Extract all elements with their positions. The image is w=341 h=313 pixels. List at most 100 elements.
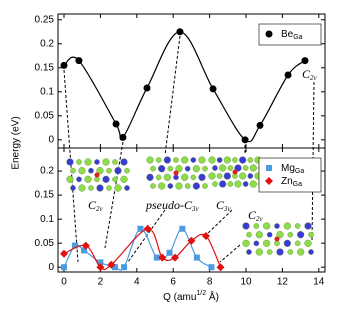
point xyxy=(121,264,128,271)
point xyxy=(81,241,90,250)
symmetry-text: C xyxy=(248,208,257,222)
legend-subscript: Ga xyxy=(295,168,304,175)
atom xyxy=(263,222,271,230)
atom xyxy=(76,159,82,165)
atom xyxy=(94,159,100,165)
atom xyxy=(294,240,301,247)
atom xyxy=(255,231,263,239)
atom xyxy=(88,167,94,174)
atom xyxy=(274,240,280,247)
atom xyxy=(158,182,166,190)
atom xyxy=(173,157,179,163)
point xyxy=(171,253,180,262)
x-axis-label-end: Å) xyxy=(206,290,219,303)
point xyxy=(75,57,83,65)
atom xyxy=(246,249,252,255)
point xyxy=(81,247,88,254)
atom xyxy=(212,181,218,187)
defect-atom xyxy=(173,170,179,176)
point xyxy=(137,225,144,232)
atom xyxy=(249,180,257,188)
x-tick-label: 10 xyxy=(240,277,252,288)
atom xyxy=(120,175,128,183)
point xyxy=(176,28,184,36)
point xyxy=(187,236,196,245)
atom xyxy=(155,174,162,181)
x-axis-label-main: Q (amu xyxy=(163,292,196,303)
connector xyxy=(219,244,241,263)
atom xyxy=(308,231,314,238)
atom xyxy=(242,165,249,171)
atom xyxy=(106,185,112,191)
atom xyxy=(263,239,271,247)
connector xyxy=(104,141,124,249)
x-tick-label: 8 xyxy=(207,277,213,288)
atom xyxy=(124,167,130,174)
atom xyxy=(175,165,183,173)
symmetry-text: C xyxy=(216,198,225,212)
atom xyxy=(283,222,291,230)
legend-name: Mg xyxy=(281,163,295,174)
x-tick-label: 0 xyxy=(61,277,67,288)
point xyxy=(60,61,68,69)
y-tick-label: 0.15 xyxy=(35,62,55,73)
atom xyxy=(88,185,94,191)
atom xyxy=(190,157,197,163)
point xyxy=(97,259,104,266)
atom xyxy=(84,158,92,166)
atom xyxy=(223,172,231,180)
atom xyxy=(246,231,252,238)
atom xyxy=(266,249,273,255)
atom xyxy=(227,181,234,187)
symmetry-text: pseudo-C xyxy=(145,198,193,212)
symmetry-subscript: 3v xyxy=(223,205,232,213)
series-line xyxy=(63,228,222,271)
atom xyxy=(124,185,130,191)
atom xyxy=(198,156,206,164)
point xyxy=(284,71,292,79)
point xyxy=(166,249,173,256)
structure-image xyxy=(242,222,314,256)
point xyxy=(193,254,200,261)
point xyxy=(111,264,118,271)
symmetry-text: C xyxy=(88,198,97,212)
structure-image xyxy=(208,156,264,188)
structure-image xyxy=(66,158,130,192)
legend-marker xyxy=(265,177,273,185)
atom xyxy=(114,184,122,192)
point xyxy=(61,264,68,271)
atom xyxy=(146,173,154,181)
y-tick-label: 0 xyxy=(48,134,54,145)
atom xyxy=(192,182,200,190)
symmetry-label: C2v xyxy=(302,67,318,82)
defect-atom xyxy=(94,172,100,178)
atom xyxy=(227,165,234,171)
legend-box xyxy=(258,23,322,46)
atom xyxy=(94,176,100,183)
atom xyxy=(219,164,227,172)
atom xyxy=(181,156,189,164)
y-tick-label: 0.1 xyxy=(40,86,54,97)
atom xyxy=(219,180,227,188)
atom xyxy=(212,165,218,171)
legend-label: BeGa xyxy=(281,29,303,41)
x-tick-label: 6 xyxy=(170,277,176,288)
atom xyxy=(304,222,312,230)
connector xyxy=(164,35,181,156)
atom xyxy=(102,175,110,183)
atom xyxy=(184,165,191,172)
symmetry-subscript: 3v xyxy=(191,205,200,213)
x-axis-label-sup: 1/2 xyxy=(196,290,206,297)
point xyxy=(143,224,152,233)
atom xyxy=(242,239,250,247)
atom xyxy=(150,165,156,172)
symmetry-label: pseudo-C3v xyxy=(145,198,200,213)
point xyxy=(208,264,215,271)
atom xyxy=(208,156,216,164)
atom xyxy=(76,176,82,183)
atom xyxy=(120,158,128,166)
atom xyxy=(102,158,110,166)
y-tick-label: 0.15 xyxy=(35,190,55,201)
y-tick-label: 0.1 xyxy=(40,214,54,225)
x-tick-label: 2 xyxy=(98,277,104,288)
